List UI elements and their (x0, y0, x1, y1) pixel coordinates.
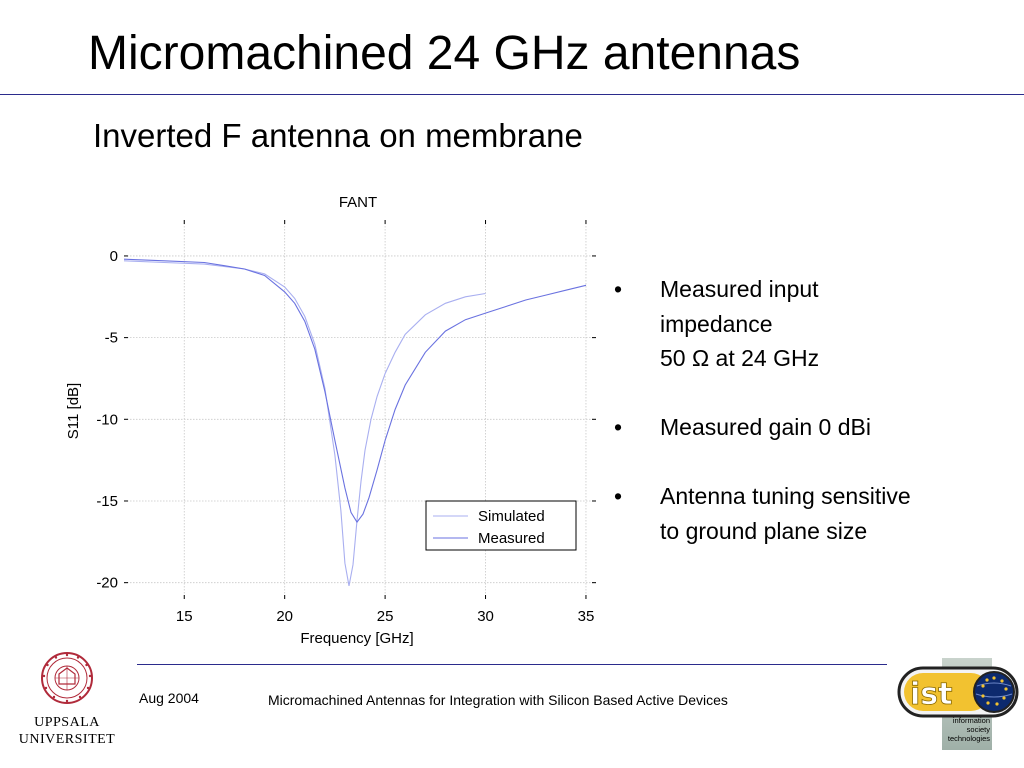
bullet-text: Measured input (660, 276, 819, 302)
bullet-dot: • (614, 483, 623, 509)
ist-caption-line: information (952, 716, 990, 725)
ist-wordmark: ist (910, 677, 952, 712)
uppsala-name-line: UNIVERSITET (18, 732, 116, 747)
x-tick-label: 15 (176, 608, 193, 625)
y-tick-label: -5 (105, 330, 118, 347)
x-tick-label: 35 (578, 608, 595, 625)
series-line-measured (123, 258, 587, 524)
ist-caption-line: society (966, 725, 990, 734)
bullet-list: • Measured input impedance 50 Ω at 24 GH… (614, 272, 1014, 583)
y-tick-label: -15 (96, 493, 118, 510)
footer-rule (137, 664, 887, 665)
series-line-simulated (123, 260, 486, 587)
bullet-text: 50 Ω at 24 GHz (660, 345, 820, 371)
y-tick-label: 0 (110, 248, 118, 265)
chart-title: FANT (339, 194, 377, 211)
footer-date: Aug 2004 (139, 690, 199, 706)
ist-caption: information society technologies (942, 716, 990, 743)
bullet-dot: • (614, 276, 623, 302)
y-tick-label: -20 (96, 575, 118, 592)
bullet-item: • Measured input impedance 50 Ω at 24 GH… (614, 272, 1014, 376)
x-tick-label: 25 (377, 608, 394, 625)
bullet-text: Measured gain 0 dBi (660, 414, 871, 440)
uppsala-name-line: UPPSALA (34, 715, 100, 730)
uppsala-seal-logo (41, 652, 93, 704)
bullet-text: Antenna tuning sensitive (660, 483, 911, 509)
title-rule (0, 94, 1024, 95)
legend-box (425, 500, 577, 551)
y-tick-label: -10 (96, 411, 118, 428)
x-tick-label: 20 (276, 608, 293, 625)
legend-label: Simulated (478, 508, 545, 525)
x-axis-label: Frequency [GHz] (300, 630, 413, 647)
ist-logo: ist (897, 658, 1019, 750)
bullet-item: • Antenna tuning sensitive to ground pla… (614, 479, 1014, 548)
bullet-text: impedance (660, 310, 773, 337)
footer-text: Micromachined Antennas for Integration w… (268, 692, 728, 708)
ist-caption-line: technologies (947, 734, 990, 743)
slide-subtitle: Inverted F antenna on membrane (93, 117, 583, 154)
y-axis-label: S11 [dB] (65, 383, 82, 439)
bullet-text: to ground plane size (660, 517, 868, 544)
slide-title: Micromachined 24 GHz antennas (88, 27, 801, 80)
s11-chart: 15 20 25 30 35 0 -5 -10 -15 -20 FANT Frequency [GHz… (65, 194, 596, 647)
x-tick-label: 30 (477, 608, 494, 625)
bullet-dot: • (614, 414, 623, 440)
legend-label: Measured (478, 530, 545, 547)
uppsala-wordmark: UPPSALA UNIVERSITET (0, 714, 134, 748)
bullet-item: • Measured gain 0 dBi (614, 410, 1014, 445)
